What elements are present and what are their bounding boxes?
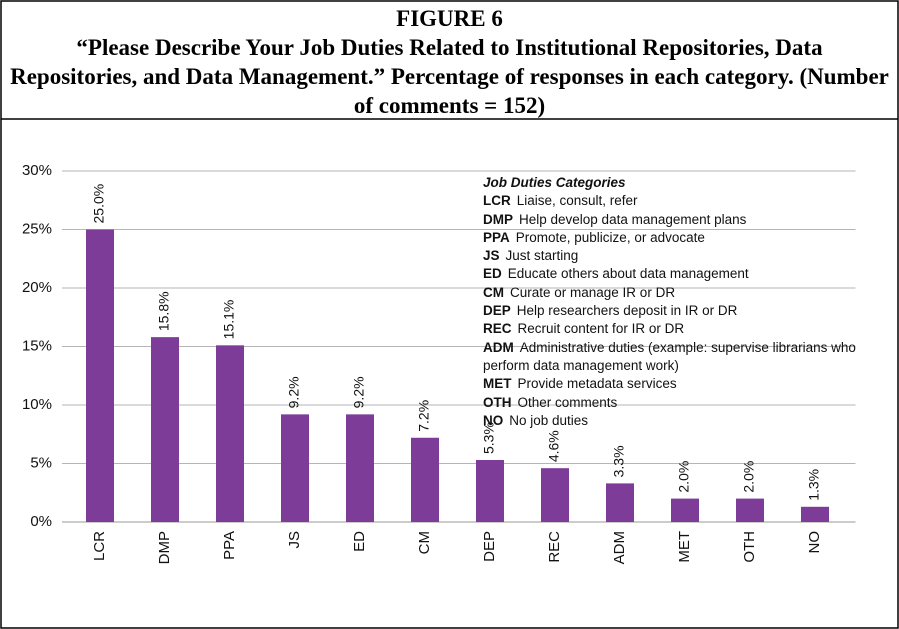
x-tick-label: OTH [741, 531, 758, 563]
legend-text: Recruit content for IR or DR [517, 321, 685, 337]
y-tick-label: 20% [22, 279, 52, 296]
legend-text: Promote, publicize, or advocate [515, 229, 705, 245]
header: FIGURE 6 “Please Describe Your Job Dutie… [10, 4, 889, 120]
bar [801, 506, 829, 522]
legend-text: Other comments [517, 394, 618, 410]
legend-text: Educate others about data management [507, 266, 749, 282]
y-tick-label: 15% [22, 337, 52, 354]
bar [86, 229, 114, 522]
bar [606, 483, 634, 522]
legend-item: OTH Other comments [483, 394, 858, 412]
legend: Job Duties Categories LCR Liaise, consult,… [483, 174, 858, 430]
y-tick-label: 30% [22, 162, 52, 179]
legend-item: JS Just starting [483, 247, 858, 265]
value-label: 9.2% [351, 376, 367, 408]
legend-text: Curate or manage IR or DR [510, 284, 676, 300]
x-tick-label: NO [806, 531, 823, 554]
legend-item: PPA Promote, publicize, or advocate [483, 229, 858, 247]
legend-code: CM [483, 284, 504, 300]
legend-code: ED [483, 266, 502, 282]
value-label: 5.3% [481, 422, 497, 454]
x-tick-label: DEP [481, 531, 498, 562]
legend-item: MET Provide metadata services [483, 375, 858, 393]
bar [151, 337, 179, 522]
value-label: 4.6% [546, 430, 562, 462]
x-tick-label: MET [676, 531, 693, 563]
legend-text: Help develop data management plans [519, 211, 747, 227]
chart-subtitle: “Please Describe Your Job Duties Related… [10, 35, 889, 118]
legend-item: DEP Help researchers deposit in IR or DR [483, 302, 858, 320]
value-label: 1.3% [806, 469, 822, 501]
value-label: 15.1% [221, 300, 237, 340]
value-label: 25.0% [91, 184, 107, 224]
bar [281, 414, 309, 522]
legend-item: REC Recruit content for IR or DR [483, 320, 858, 338]
legend-text: Administrative duties (example: supervis… [483, 339, 856, 373]
x-tick-label: JS [286, 531, 303, 549]
legend-item: DMP Help develop data management plans [483, 211, 858, 229]
value-label: 9.2% [286, 376, 302, 408]
legend-text: No job duties [509, 412, 589, 428]
legend-code: LCR [483, 193, 511, 209]
legend-code: DEP [483, 303, 511, 319]
legend-code: JS [483, 248, 500, 264]
y-tick-label: 5% [30, 454, 52, 471]
legend-title: Job Duties Categories [483, 175, 626, 190]
bar [736, 498, 764, 522]
x-tick-label: REC [546, 531, 563, 563]
legend-text: Provide metadata services [517, 376, 677, 392]
chart-title: FIGURE 6 [396, 6, 503, 31]
value-label: 2.0% [676, 461, 692, 493]
bar [671, 498, 699, 522]
legend-item: ADM Administrative duties (example: super… [483, 339, 858, 376]
y-tick-label: 0% [30, 513, 52, 530]
legend-code: NO [483, 412, 504, 428]
value-label: 2.0% [741, 461, 757, 493]
y-tick-label: 25% [22, 220, 52, 237]
x-tick-label: ADM [611, 531, 628, 564]
bar [216, 345, 244, 522]
legend-code: REC [483, 321, 512, 337]
x-tick-label: LCR [91, 531, 108, 561]
legend-text: Help researchers deposit in IR or DR [516, 303, 738, 319]
legend-code: OTH [483, 394, 512, 410]
legend-code: MET [483, 376, 512, 392]
x-tick-label: PPA [221, 531, 238, 560]
bar [346, 414, 374, 522]
value-label: 3.3% [611, 445, 627, 477]
x-tick-label: CM [416, 531, 433, 554]
y-tick-label: 10% [22, 396, 52, 413]
legend-code: DMP [483, 211, 513, 227]
value-label: 15.8% [156, 291, 172, 331]
x-tick-label: ED [351, 531, 368, 552]
legend-item: NO No job duties [483, 412, 858, 430]
x-tick-label: DMP [156, 531, 173, 564]
bar [411, 437, 439, 522]
legend-item: ED Educate others about data management [483, 265, 858, 283]
legend-item: LCR Liaise, consult, refer [483, 192, 858, 210]
legend-text: Liaise, consult, refer [516, 193, 638, 209]
legend-item: CM Curate or manage IR or DR [483, 284, 858, 302]
legend-text: Just starting [505, 248, 579, 264]
legend-code: PPA [483, 229, 510, 245]
legend-code: ADM [483, 339, 514, 355]
value-label: 7.2% [416, 400, 432, 432]
bar [541, 468, 569, 522]
bar [476, 459, 504, 522]
